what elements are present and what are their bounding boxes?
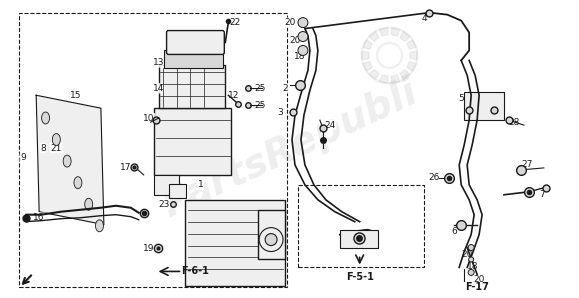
Polygon shape bbox=[391, 75, 400, 83]
Polygon shape bbox=[369, 31, 379, 41]
Text: 8: 8 bbox=[41, 144, 46, 153]
FancyBboxPatch shape bbox=[167, 31, 224, 55]
Polygon shape bbox=[400, 31, 410, 41]
Text: 21: 21 bbox=[50, 144, 62, 153]
Bar bbox=[168, 32, 222, 52]
Polygon shape bbox=[400, 70, 410, 80]
Text: 6: 6 bbox=[452, 227, 457, 236]
Text: 20: 20 bbox=[284, 18, 296, 27]
Text: 18: 18 bbox=[467, 262, 479, 271]
Polygon shape bbox=[369, 70, 379, 80]
Polygon shape bbox=[379, 75, 388, 83]
Text: F-5-1: F-5-1 bbox=[346, 272, 373, 283]
Text: 26: 26 bbox=[428, 173, 440, 182]
Text: 7: 7 bbox=[539, 190, 545, 199]
Bar bbox=[153, 108, 231, 175]
Bar bbox=[168, 184, 186, 198]
Polygon shape bbox=[363, 40, 372, 49]
Text: F-17: F-17 bbox=[465, 282, 489, 292]
Ellipse shape bbox=[74, 177, 82, 189]
Text: 20: 20 bbox=[474, 275, 485, 284]
Text: 4: 4 bbox=[422, 14, 427, 23]
Circle shape bbox=[468, 245, 474, 251]
Text: PartsRepubli: PartsRepubli bbox=[156, 73, 423, 225]
Text: 16: 16 bbox=[34, 213, 45, 222]
Bar bbox=[19, 13, 287, 287]
Text: 13: 13 bbox=[153, 58, 164, 67]
Text: 19: 19 bbox=[143, 244, 155, 253]
Polygon shape bbox=[407, 40, 416, 49]
Text: 15: 15 bbox=[70, 91, 82, 100]
Circle shape bbox=[265, 234, 277, 246]
Text: 24: 24 bbox=[324, 121, 335, 130]
Text: 12: 12 bbox=[228, 91, 239, 100]
Text: 25: 25 bbox=[254, 84, 266, 93]
Ellipse shape bbox=[63, 155, 71, 167]
Text: 14: 14 bbox=[153, 84, 164, 93]
Bar bbox=[164, 50, 223, 68]
Text: 1: 1 bbox=[197, 180, 203, 189]
Circle shape bbox=[298, 18, 308, 28]
Bar bbox=[464, 92, 504, 120]
Bar bbox=[159, 65, 225, 108]
Text: 20: 20 bbox=[461, 250, 473, 259]
Text: 11: 11 bbox=[190, 38, 201, 47]
Text: 10: 10 bbox=[143, 114, 155, 123]
Text: F-6-1: F-6-1 bbox=[181, 266, 210, 277]
Bar bbox=[185, 200, 285, 286]
Polygon shape bbox=[363, 62, 372, 71]
Bar bbox=[298, 185, 424, 267]
Text: 28: 28 bbox=[508, 118, 519, 127]
Text: 9: 9 bbox=[20, 153, 26, 162]
Text: 25: 25 bbox=[254, 101, 266, 110]
Ellipse shape bbox=[85, 198, 93, 210]
Text: 2: 2 bbox=[282, 84, 288, 93]
Text: 17: 17 bbox=[120, 163, 131, 173]
Bar bbox=[340, 230, 378, 248]
Text: 20: 20 bbox=[290, 36, 301, 45]
Polygon shape bbox=[362, 51, 369, 60]
Circle shape bbox=[298, 32, 308, 41]
Bar bbox=[258, 210, 285, 260]
Ellipse shape bbox=[42, 112, 50, 124]
Circle shape bbox=[468, 269, 474, 275]
Polygon shape bbox=[407, 62, 416, 71]
Polygon shape bbox=[410, 51, 417, 60]
Ellipse shape bbox=[96, 220, 104, 232]
Circle shape bbox=[468, 257, 474, 262]
Text: 5: 5 bbox=[459, 94, 464, 103]
Text: 23: 23 bbox=[158, 200, 169, 209]
Bar bbox=[153, 175, 178, 195]
Text: 22: 22 bbox=[230, 18, 241, 27]
Circle shape bbox=[298, 46, 308, 55]
Text: 27: 27 bbox=[521, 160, 533, 170]
Text: 18: 18 bbox=[294, 52, 306, 61]
Polygon shape bbox=[36, 95, 104, 225]
Ellipse shape bbox=[52, 134, 60, 145]
Polygon shape bbox=[391, 28, 400, 36]
Polygon shape bbox=[379, 28, 388, 36]
Text: 3: 3 bbox=[277, 108, 283, 117]
